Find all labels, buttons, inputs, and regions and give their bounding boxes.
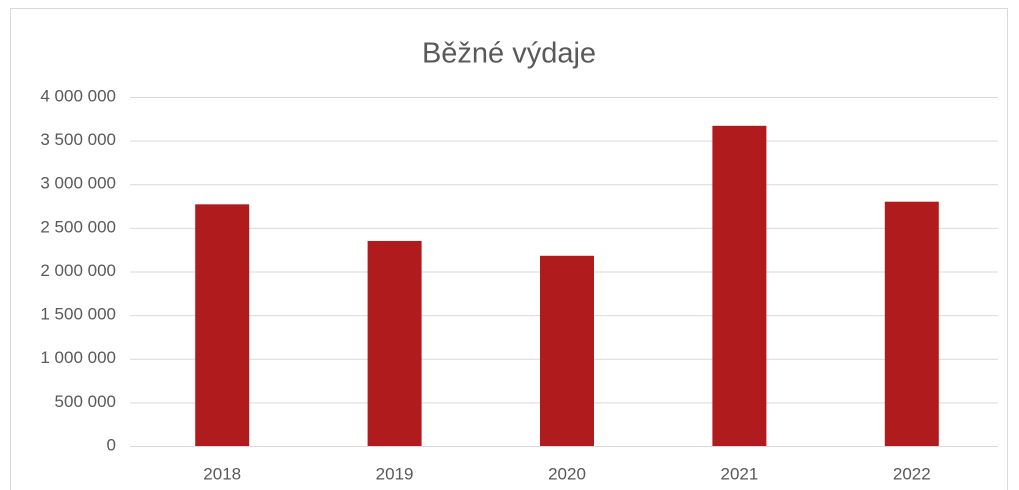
bar <box>540 255 594 446</box>
x-tick-label: 2022 <box>893 464 931 483</box>
bar <box>367 240 422 446</box>
bar <box>884 201 939 446</box>
y-tick-label: 1 000 000 <box>40 348 116 367</box>
chart-title: Běžné výdaje <box>422 38 596 70</box>
y-tick-label: 500 000 <box>55 392 116 411</box>
y-tick-label: 0 <box>107 435 116 454</box>
y-tick-label: 1 500 000 <box>40 305 116 324</box>
y-tick-label: 4 000 000 <box>40 86 116 105</box>
y-tick-label: 2 000 000 <box>40 261 116 280</box>
x-tick-label: 2019 <box>376 464 414 483</box>
bar <box>195 204 250 446</box>
x-tick-label: 2021 <box>720 464 758 483</box>
y-tick-label: 3 500 000 <box>40 130 116 149</box>
bar <box>712 125 767 446</box>
y-tick-label: 3 000 000 <box>40 174 116 193</box>
chart-frame <box>10 8 1008 490</box>
x-tick-label: 2018 <box>203 464 241 483</box>
y-tick-label: 2 500 000 <box>40 217 116 236</box>
x-tick-label: 2020 <box>548 464 586 483</box>
